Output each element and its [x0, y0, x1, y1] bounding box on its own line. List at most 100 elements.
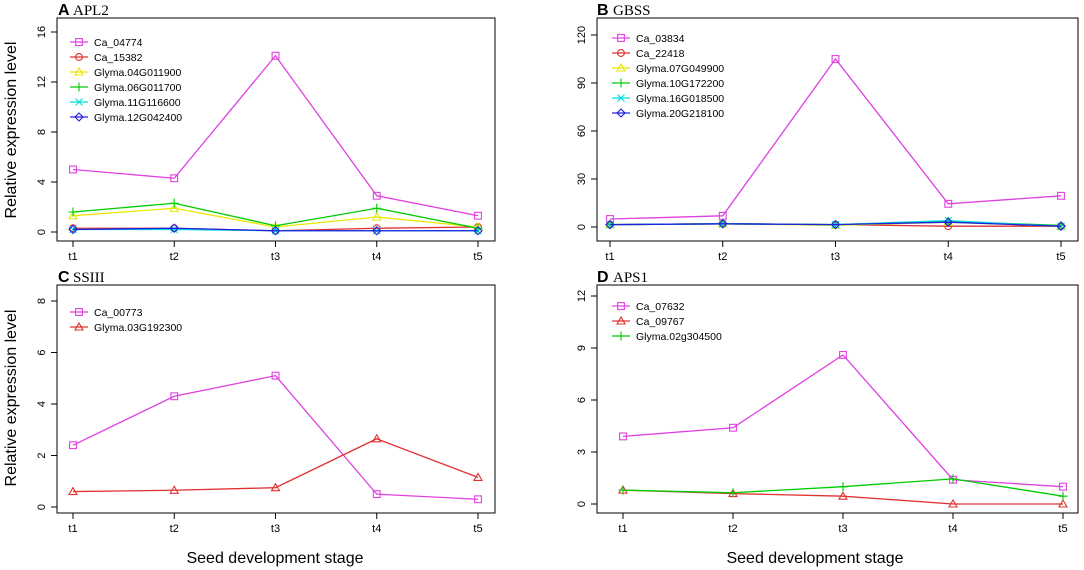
series-Glyma.12G042400 — [68, 223, 483, 236]
data-point — [473, 225, 483, 236]
series-line — [609, 57, 1062, 220]
x-tick-label: t2 — [170, 251, 179, 263]
data-point — [69, 441, 77, 450]
legend-marker — [75, 308, 83, 316]
legend-marker — [617, 49, 625, 57]
chart-panel-D: D APS1 0 3 6 9 12 t1 t2 t3 t4 t5 Ca_07632 Ca_09767 Gly… — [576, 269, 1079, 535]
series-Glyma.20G218100 — [605, 217, 1066, 231]
series-Glyma.02g304500 — [618, 474, 1068, 501]
panel-letter: B — [597, 2, 609, 19]
legend-marker — [75, 38, 83, 46]
legend-entry: Ca_03834 — [612, 33, 685, 45]
chart-panel-C: C SSIII 0 2 4 6 8 t1 t2 t3 t4 t5 Ca_00773 Glyma.03G19… — [36, 269, 496, 535]
data-point — [372, 191, 381, 200]
y-tick-label: 3 — [576, 449, 588, 455]
y-tick-label: 90 — [576, 77, 588, 89]
data-point — [1056, 221, 1066, 231]
legend-entry: Glyma.06G011700 — [70, 82, 182, 94]
legend-label: Glyma.20G218100 — [636, 108, 724, 120]
x-tick-label: t1 — [618, 523, 627, 535]
x-tick-label: t3 — [271, 523, 280, 535]
legend-marker — [616, 315, 626, 325]
y-tick-label: 12 — [36, 76, 48, 88]
panel-letter: C — [58, 269, 70, 286]
y-tick-label: 12 — [576, 290, 588, 302]
y-tick-label: 0 — [36, 504, 48, 510]
series-line — [72, 374, 479, 500]
y-tick-label: 9 — [576, 345, 588, 351]
panel-letter: A — [58, 2, 70, 19]
panel-title: SSIII — [73, 270, 105, 286]
panel-title: APL2 — [73, 3, 109, 19]
data-point — [371, 433, 382, 443]
x-tick-label: t4 — [372, 251, 381, 263]
data-point — [943, 217, 954, 227]
x-axis-title-left: Seed development stage — [186, 550, 363, 567]
legend-marker — [74, 66, 84, 76]
legend-entry: Glyma.16G018500 — [612, 93, 724, 105]
legend-entry: Ca_00773 — [70, 307, 143, 319]
data-point — [619, 432, 627, 441]
chart-panel-A: A APL2 0 4 8 12 16 t1 t2 t3 t4 t5 Ca_04774 Ca_15382 Gl… — [36, 2, 496, 263]
data-point — [170, 174, 179, 183]
series-Glyma.03G192300 — [68, 433, 483, 496]
x-tick-label: t5 — [1056, 251, 1065, 263]
legend-marker — [616, 62, 626, 72]
x-tick-label: t2 — [718, 251, 727, 263]
data-point — [271, 221, 280, 231]
legend-label: Glyma.07G049900 — [636, 63, 724, 75]
data-point — [944, 199, 953, 208]
legend-label: Glyma.02g304500 — [636, 331, 722, 343]
legend-label: Ca_04774 — [94, 37, 143, 49]
data-point — [605, 219, 615, 230]
panel-letter: D — [597, 269, 609, 286]
data-point — [830, 219, 841, 230]
legend-label: Ca_00773 — [94, 307, 143, 319]
y-tick-label: 8 — [36, 298, 48, 304]
legend-marker — [617, 302, 625, 310]
legend-marker — [616, 331, 626, 341]
legend-marker — [617, 94, 625, 102]
data-point — [944, 216, 953, 225]
data-point — [729, 423, 737, 432]
data-point — [948, 498, 958, 508]
y-tick-label: 0 — [36, 229, 48, 235]
data-point — [69, 165, 77, 174]
legend-label: Ca_15382 — [94, 52, 143, 64]
data-point — [68, 224, 78, 235]
legend-marker — [617, 34, 625, 42]
x-tick-label: t4 — [944, 251, 953, 263]
data-point — [170, 392, 179, 401]
data-point — [372, 490, 381, 499]
legend-label: Glyma.06G011700 — [94, 82, 182, 94]
legend-label: Ca_09767 — [636, 316, 685, 328]
legend-label: Glyma.04G011900 — [94, 67, 182, 79]
y-tick-label: 120 — [576, 26, 588, 44]
data-point — [270, 482, 281, 492]
legend-entry: Glyma.11G116600 — [70, 97, 181, 109]
plot-frame — [56, 284, 496, 514]
x-tick-label: t4 — [948, 523, 957, 535]
data-point — [717, 219, 728, 229]
y-tick-label: 8 — [36, 129, 48, 135]
legend-marker — [75, 98, 83, 106]
data-point — [1058, 491, 1068, 501]
panel-title: GBSS — [613, 3, 651, 19]
data-point — [474, 495, 482, 504]
series-Ca_07632 — [619, 350, 1067, 491]
data-point — [372, 203, 382, 213]
legend-entry: Glyma.04G011900 — [70, 66, 182, 79]
legend-entry: Glyma.02g304500 — [612, 331, 722, 343]
series-line — [72, 438, 479, 493]
x-tick-label: t4 — [372, 523, 381, 535]
legend-marker — [616, 108, 626, 118]
data-point — [371, 211, 382, 221]
series-Ca_00773 — [69, 371, 482, 504]
data-point — [270, 225, 281, 236]
legend-label: Glyma.12G042400 — [94, 112, 182, 124]
legend-entry: Glyma.10G172200 — [612, 78, 724, 90]
data-point — [371, 225, 382, 236]
legend-label: Glyma.11G116600 — [94, 97, 181, 109]
data-point — [68, 210, 78, 220]
